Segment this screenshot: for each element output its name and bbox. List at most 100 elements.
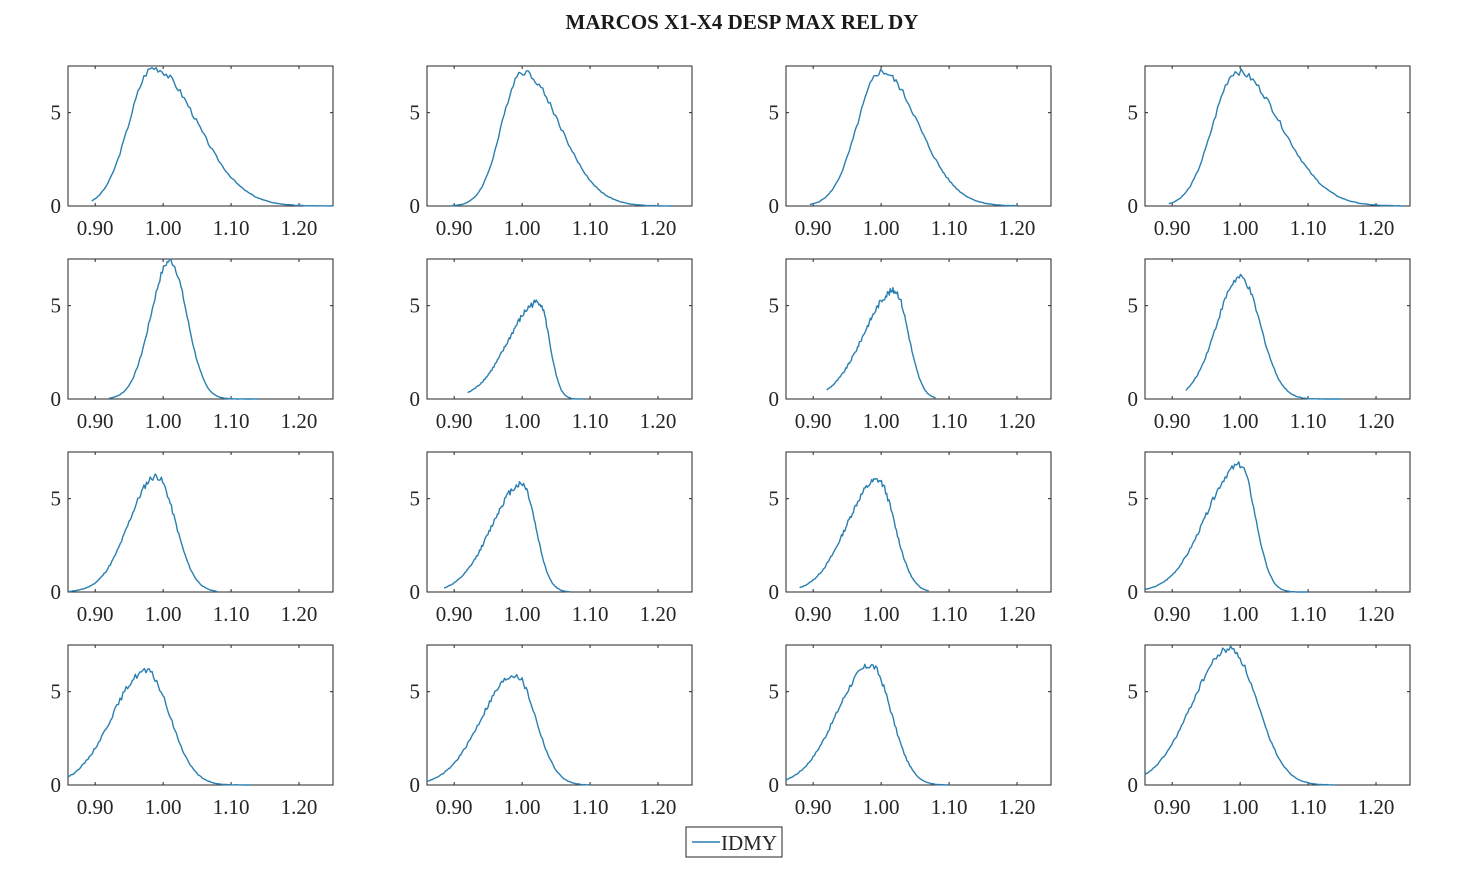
y-tick-label: 0 bbox=[51, 194, 62, 218]
x-tick-label: 1.10 bbox=[931, 602, 968, 626]
x-tick-label: 0.90 bbox=[795, 602, 832, 626]
y-tick-label: 5 bbox=[410, 680, 421, 704]
x-tick-label: 1.10 bbox=[572, 795, 609, 819]
x-tick-label: 1.10 bbox=[1290, 795, 1327, 819]
x-tick-label: 1.10 bbox=[213, 216, 250, 240]
x-tick-label: 1.10 bbox=[213, 602, 250, 626]
y-tick-label: 0 bbox=[410, 194, 421, 218]
axes-frame bbox=[426, 65, 693, 207]
subplot-1-1: 0.90 1.00 1.10 1.20 0 5 bbox=[51, 65, 334, 240]
x-tick-label: 0.90 bbox=[436, 216, 473, 240]
series-line-idmy bbox=[1168, 68, 1404, 207]
x-tick-label: 0.90 bbox=[795, 795, 832, 819]
series-line-idmy bbox=[1185, 273, 1343, 400]
axes-frame bbox=[785, 258, 1052, 400]
axes-frame bbox=[1144, 451, 1411, 593]
series-line-idmy bbox=[1144, 645, 1336, 786]
x-tick-label: 0.90 bbox=[77, 795, 114, 819]
subplot-2-2: 0.90 1.00 1.10 1.20 0 5 bbox=[410, 258, 693, 433]
subplot-3-2: 0.90 1.00 1.10 1.20 0 5 bbox=[410, 451, 693, 626]
x-tick-label: 0.90 bbox=[77, 409, 114, 433]
axes-frame bbox=[785, 644, 1052, 786]
axes-frame bbox=[785, 451, 1052, 593]
y-tick-label: 0 bbox=[410, 773, 421, 797]
legend-label-idmy: IDMY bbox=[721, 831, 777, 855]
x-tick-label: 1.00 bbox=[504, 795, 541, 819]
x-tick-label: 0.90 bbox=[1154, 795, 1191, 819]
axes-frame bbox=[426, 451, 693, 593]
x-tick-label: 0.90 bbox=[795, 216, 832, 240]
x-tick-label: 1.10 bbox=[572, 216, 609, 240]
x-tick-label: 1.10 bbox=[1290, 409, 1327, 433]
x-tick-label: 1.00 bbox=[1222, 602, 1259, 626]
x-tick-label: 1.20 bbox=[999, 409, 1036, 433]
x-tick-label: 1.00 bbox=[504, 216, 541, 240]
y-tick-label: 5 bbox=[769, 101, 780, 125]
axes-frame bbox=[426, 258, 693, 400]
subplot-3-1: 0.90 1.00 1.10 1.20 0 5 bbox=[51, 451, 334, 626]
x-tick-label: 1.20 bbox=[999, 795, 1036, 819]
x-tick-label: 1.00 bbox=[145, 795, 182, 819]
y-tick-label: 5 bbox=[1128, 294, 1139, 318]
series-line-idmy bbox=[467, 299, 584, 400]
x-tick-label: 1.00 bbox=[145, 216, 182, 240]
chart-title: MARCOS X1-X4 DESP MAX REL DY bbox=[566, 10, 919, 34]
series-line-idmy bbox=[1144, 461, 1309, 593]
series-line-idmy bbox=[799, 477, 929, 592]
y-tick-label: 0 bbox=[410, 580, 421, 604]
x-tick-label: 1.10 bbox=[213, 795, 250, 819]
y-tick-label: 0 bbox=[769, 580, 780, 604]
axes-frame bbox=[67, 65, 334, 207]
series-line-idmy bbox=[450, 70, 672, 207]
x-tick-label: 0.90 bbox=[795, 409, 832, 433]
y-tick-label: 0 bbox=[51, 773, 62, 797]
series-line-idmy bbox=[786, 663, 950, 786]
x-tick-label: 1.20 bbox=[1358, 602, 1395, 626]
subplot-2-4: 0.90 1.00 1.10 1.20 0 5 bbox=[1128, 258, 1411, 433]
y-tick-label: 0 bbox=[769, 387, 780, 411]
x-tick-label: 0.90 bbox=[1154, 409, 1191, 433]
y-tick-label: 5 bbox=[1128, 680, 1139, 704]
subplot-4-2: 0.90 1.00 1.10 1.20 0 5 bbox=[410, 644, 693, 819]
x-tick-label: 0.90 bbox=[436, 795, 473, 819]
y-tick-label: 0 bbox=[1128, 773, 1139, 797]
x-tick-label: 1.00 bbox=[145, 602, 182, 626]
y-tick-label: 0 bbox=[410, 387, 421, 411]
series-line-idmy bbox=[91, 67, 334, 207]
x-tick-label: 1.10 bbox=[572, 409, 609, 433]
y-tick-label: 0 bbox=[1128, 580, 1139, 604]
legend: IDMY bbox=[685, 826, 783, 858]
x-tick-label: 1.20 bbox=[281, 409, 318, 433]
y-tick-label: 5 bbox=[410, 487, 421, 511]
x-tick-label: 1.00 bbox=[504, 602, 541, 626]
subplot-4-3: 0.90 1.00 1.10 1.20 0 5 bbox=[769, 644, 1052, 819]
subplot-3-3: 0.90 1.00 1.10 1.20 0 5 bbox=[769, 451, 1052, 626]
x-tick-label: 1.10 bbox=[931, 216, 968, 240]
x-tick-label: 1.20 bbox=[640, 409, 677, 433]
y-tick-label: 5 bbox=[769, 487, 780, 511]
series-line-idmy bbox=[67, 667, 252, 786]
x-tick-label: 1.20 bbox=[281, 795, 318, 819]
x-tick-label: 1.10 bbox=[931, 795, 968, 819]
x-tick-label: 1.20 bbox=[640, 602, 677, 626]
x-tick-label: 0.90 bbox=[77, 602, 114, 626]
y-tick-label: 0 bbox=[1128, 194, 1139, 218]
series-line-idmy bbox=[444, 481, 570, 593]
y-tick-label: 5 bbox=[51, 294, 62, 318]
y-tick-label: 0 bbox=[1128, 387, 1139, 411]
y-tick-label: 0 bbox=[51, 580, 62, 604]
x-tick-label: 0.90 bbox=[436, 602, 473, 626]
subplot-4-4: 0.90 1.00 1.10 1.20 0 5 bbox=[1128, 644, 1411, 819]
y-tick-label: 5 bbox=[1128, 101, 1139, 125]
axes-frame bbox=[1144, 65, 1411, 207]
axes-frame bbox=[426, 644, 693, 786]
x-tick-label: 0.90 bbox=[436, 409, 473, 433]
x-tick-label: 0.90 bbox=[1154, 602, 1191, 626]
x-tick-label: 1.00 bbox=[504, 409, 541, 433]
x-tick-label: 1.20 bbox=[1358, 409, 1395, 433]
subplot-3-4: 0.90 1.00 1.10 1.20 0 5 bbox=[1128, 451, 1411, 626]
axes-frame bbox=[67, 644, 334, 786]
x-tick-label: 1.10 bbox=[572, 602, 609, 626]
